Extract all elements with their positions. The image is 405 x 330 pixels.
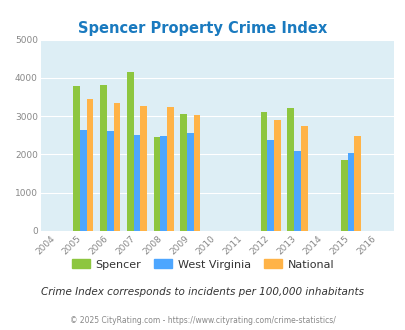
- Bar: [127, 72, 133, 231]
- Bar: [107, 131, 113, 231]
- Bar: [273, 120, 280, 231]
- Bar: [153, 137, 160, 231]
- Bar: [87, 99, 93, 231]
- Bar: [193, 115, 200, 231]
- Text: Crime Index corresponds to incidents per 100,000 inhabitants: Crime Index corresponds to incidents per…: [41, 287, 364, 297]
- Bar: [166, 107, 173, 231]
- Bar: [100, 85, 107, 231]
- Bar: [300, 126, 307, 231]
- Bar: [260, 112, 267, 231]
- Bar: [267, 140, 273, 231]
- Bar: [347, 153, 354, 231]
- Bar: [340, 160, 347, 231]
- Text: © 2025 CityRating.com - https://www.cityrating.com/crime-statistics/: © 2025 CityRating.com - https://www.city…: [70, 316, 335, 325]
- Bar: [160, 136, 166, 231]
- Bar: [354, 136, 360, 231]
- Bar: [80, 130, 87, 231]
- Bar: [180, 114, 187, 231]
- Text: Spencer Property Crime Index: Spencer Property Crime Index: [78, 21, 327, 36]
- Bar: [287, 108, 293, 231]
- Bar: [133, 135, 140, 231]
- Bar: [113, 103, 120, 231]
- Bar: [187, 133, 193, 231]
- Legend: Spencer, West Virginia, National: Spencer, West Virginia, National: [67, 255, 338, 274]
- Bar: [140, 106, 147, 231]
- Bar: [293, 150, 300, 231]
- Bar: [73, 86, 80, 231]
